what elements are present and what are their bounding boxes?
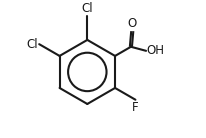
- Text: OH: OH: [147, 44, 165, 57]
- Text: Cl: Cl: [82, 2, 93, 15]
- Text: Cl: Cl: [27, 38, 38, 51]
- Text: O: O: [128, 17, 137, 30]
- Text: F: F: [132, 101, 139, 114]
